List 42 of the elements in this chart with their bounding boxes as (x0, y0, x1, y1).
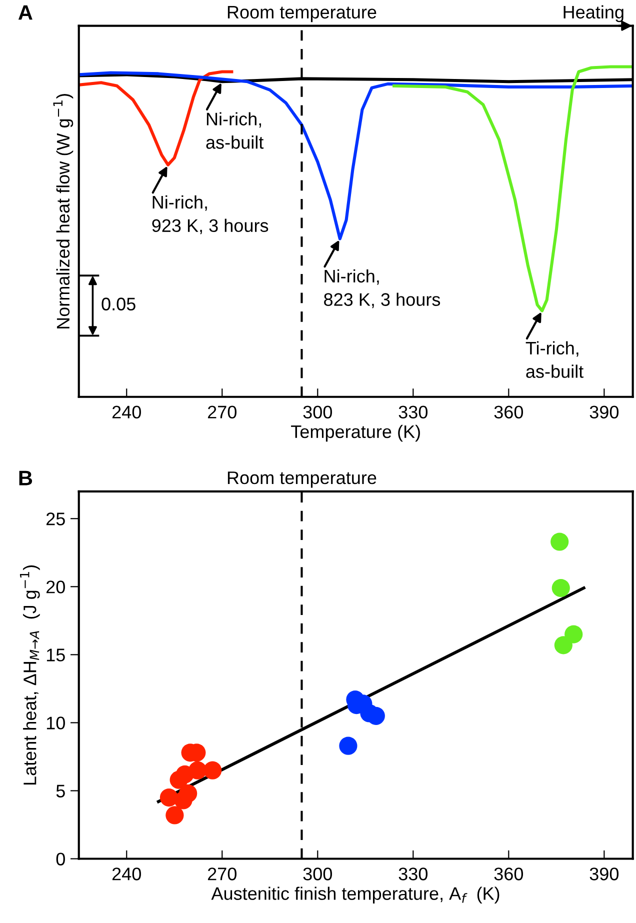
x-tick-label: 270 (208, 868, 236, 880)
x-tick-label: 240 (112, 868, 141, 880)
text: Heating (564, 5, 624, 22)
y-axis-title: Latent heat, ΔH$_{M→A}$ (J g$^{−1}$) (20, 565, 40, 785)
x-tick-label: 300 (303, 868, 332, 880)
y-tick-label: 20 (46, 580, 65, 594)
y-tick-label: 5 (56, 784, 65, 798)
point (564, 625, 583, 644)
point (166, 806, 184, 824)
chart-title: B (19, 470, 32, 486)
x-axis-title: Temperature (K) (291, 424, 420, 442)
annotation: Ti-rich, as-built (526, 341, 584, 378)
chart-title: A (18, 5, 32, 20)
x-tick-label: 360 (494, 868, 524, 880)
y-tick-label: 0 (56, 852, 65, 866)
x-tick-label: 300 (303, 406, 332, 418)
ref-line-label: Room temperature (228, 472, 376, 488)
point (179, 784, 198, 803)
x-tick-label: 240 (112, 406, 141, 418)
x-tick-label: 360 (494, 406, 524, 418)
point (188, 761, 207, 780)
x-tick-label: 330 (398, 406, 428, 418)
y-tick-label: 15 (46, 648, 65, 662)
x-axis-title: Austenitic finish temperature, A$_{f}$ (K) (211, 886, 500, 904)
y-tick-label: 10 (46, 716, 65, 730)
annotation: 0.05 (102, 298, 136, 310)
point (552, 578, 570, 598)
x-tick-label: 390 (590, 868, 619, 880)
point (554, 636, 572, 654)
annotation: Ni-rich, 923 K, 3 hours (152, 195, 268, 234)
x-tick-label: 270 (208, 406, 236, 418)
annotation: Ni-rich, 823 K, 3 hours (324, 269, 440, 308)
point (339, 736, 358, 755)
y-tick-label: 25 (46, 512, 65, 526)
point (204, 761, 222, 780)
point (550, 532, 569, 551)
ref-line-label: Room temperature (228, 6, 376, 22)
y-axis-title: Normalized heat flow (W g$^{−1}$) (53, 94, 74, 328)
annotation: Ni-rich, as-built (206, 112, 264, 149)
x-tick-label: 390 (590, 406, 619, 418)
point (160, 788, 178, 807)
x-tick-label: 330 (398, 868, 428, 880)
